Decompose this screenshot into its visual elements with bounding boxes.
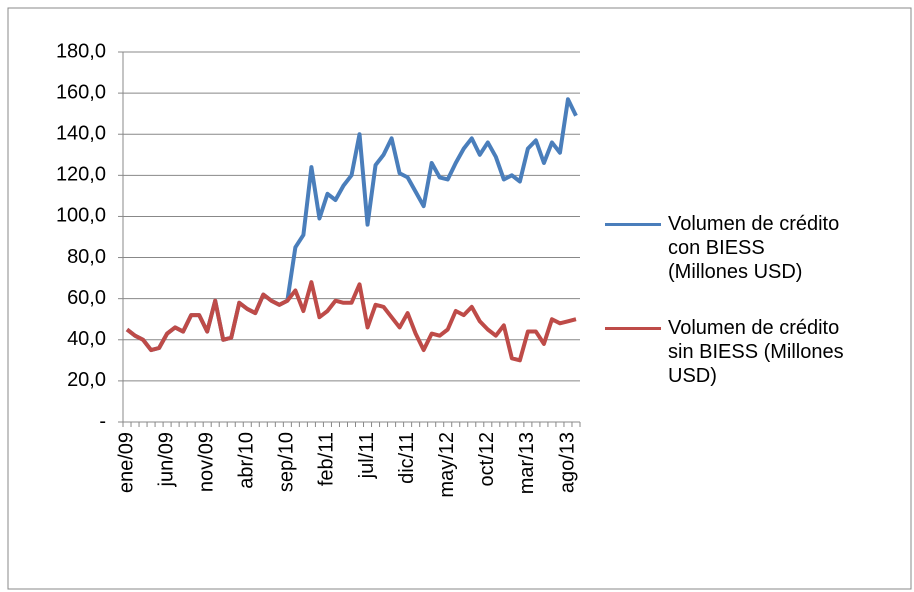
y-tick-label: 60,0 xyxy=(67,287,106,309)
x-tick-label: feb/11 xyxy=(316,432,338,486)
y-tick-label: - xyxy=(99,410,106,432)
x-tick-label: mar/13 xyxy=(516,432,538,494)
x-tick-label: dic/11 xyxy=(396,432,418,484)
x-tick-label: abr/10 xyxy=(236,432,258,489)
y-tick-label: 160,0 xyxy=(56,81,106,103)
legend-entry: Volumen de crédito con BIESS (Millones U… xyxy=(605,212,845,284)
x-tick-label: ene/09 xyxy=(115,432,137,493)
x-tick-label: oct/12 xyxy=(476,432,498,486)
legend-swatch xyxy=(605,327,661,330)
x-tick-label: sep/10 xyxy=(276,432,298,492)
x-tick-label: may/12 xyxy=(436,432,458,498)
y-tick-label: 40,0 xyxy=(67,328,106,350)
y-tick-label: 120,0 xyxy=(56,164,106,186)
y-tick-label: 20,0 xyxy=(67,369,106,391)
legend-label: Volumen de crédito sin BIESS (Millones U… xyxy=(668,317,844,387)
y-tick-label: 140,0 xyxy=(56,123,106,145)
series-line xyxy=(125,280,577,363)
x-tick-label: jun/09 xyxy=(155,432,177,488)
y-tick-label: 80,0 xyxy=(67,246,106,268)
y-tick-label: 180,0 xyxy=(56,40,106,62)
x-tick-label: ago/13 xyxy=(556,432,578,493)
x-tick-label: nov/09 xyxy=(195,432,217,492)
x-tick-label: jul/11 xyxy=(356,432,378,479)
legend-label: Volumen de crédito con BIESS (Millones U… xyxy=(668,213,840,283)
legend-swatch xyxy=(605,223,661,226)
legend-entry: Volumen de crédito sin BIESS (Millones U… xyxy=(605,316,845,388)
y-tick-label: 100,0 xyxy=(56,205,106,227)
